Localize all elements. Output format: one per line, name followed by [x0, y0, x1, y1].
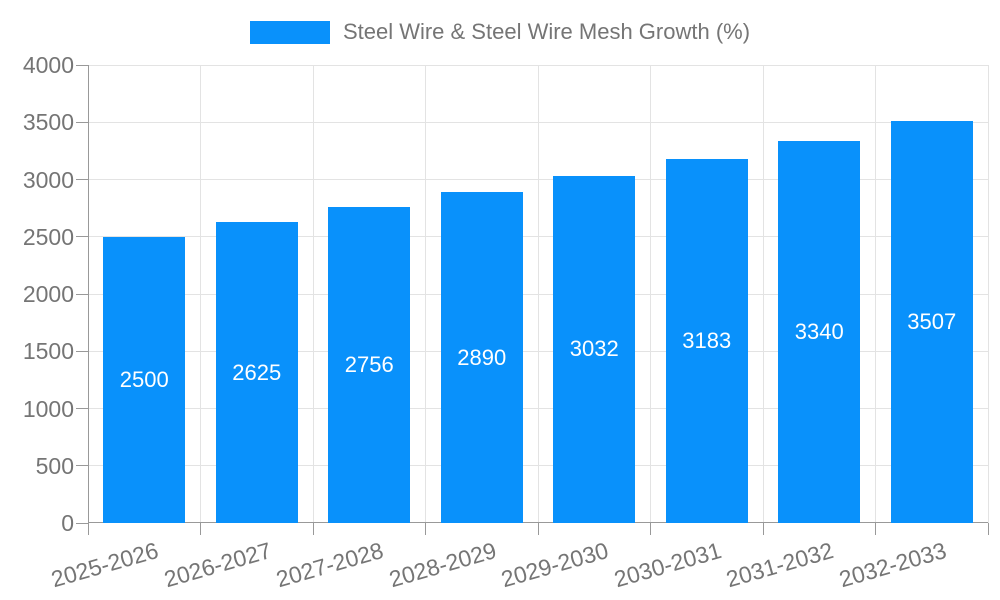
chart-legend: Steel Wire & Steel Wire Mesh Growth (%)	[0, 19, 1000, 45]
y-axis-tick	[76, 408, 88, 409]
gridline-vertical	[200, 65, 201, 523]
gridline-vertical	[650, 65, 651, 523]
y-axis-label: 500	[35, 452, 74, 479]
bar[interactable]: 3183	[665, 158, 748, 523]
x-axis-tick	[875, 523, 876, 535]
plot-area: 2500 2625 2756 2890 3032 3183 3340 3507	[88, 64, 989, 523]
y-axis-tick	[76, 236, 88, 238]
y-axis-tick	[76, 121, 88, 123]
bar-value-label: 3507	[907, 309, 957, 335]
legend-label: Steel Wire & Steel Wire Mesh Growth (%)	[342, 19, 751, 44]
legend-item[interactable]: Steel Wire & Steel Wire Mesh Growth (%)	[249, 19, 751, 45]
y-axis-label: 1500	[22, 338, 74, 365]
x-axis-tick	[87, 523, 89, 535]
bar[interactable]: 3340	[778, 140, 861, 523]
y-axis-tick	[76, 350, 88, 352]
gridline-vertical	[762, 65, 764, 523]
gridline-vertical	[987, 65, 989, 523]
x-axis-line	[88, 522, 988, 523]
y-axis-tick	[76, 522, 88, 524]
y-axis-label: 0	[61, 510, 74, 536]
x-axis-label: 2031-2032	[723, 537, 837, 593]
y-axis-label: 2500	[22, 223, 74, 250]
bar[interactable]: 2500	[103, 236, 186, 523]
bar-value-label: 3032	[569, 336, 619, 362]
x-axis-tick	[200, 523, 201, 535]
gridline-vertical	[875, 65, 876, 523]
y-axis-tick	[76, 179, 88, 180]
x-axis-tick	[425, 523, 426, 535]
y-axis-line	[88, 65, 89, 523]
gridline-vertical	[312, 65, 314, 523]
bar[interactable]: 3032	[553, 175, 636, 523]
bar[interactable]: 2890	[440, 192, 523, 523]
x-axis-label: 2026-2027	[161, 537, 274, 593]
x-axis-label: 2030-2031	[611, 537, 724, 593]
y-axis-label: 2000	[22, 281, 74, 307]
y-axis-tick	[76, 465, 88, 467]
y-axis-tick	[76, 64, 88, 66]
gridline-vertical	[537, 65, 539, 523]
y-axis-label: 3500	[22, 109, 74, 136]
x-axis-label: 2029-2030	[498, 537, 612, 593]
gridline-vertical	[425, 65, 426, 523]
x-axis-label: 2025-2026	[48, 537, 162, 593]
x-axis-label: 2028-2029	[386, 537, 499, 593]
y-axis-label: 1000	[22, 395, 74, 422]
y-axis-label: 3000	[22, 166, 74, 193]
bar-value-label: 3340	[794, 318, 844, 344]
x-axis-tick	[987, 523, 989, 535]
x-axis-label: 2032-2033	[836, 537, 949, 593]
bar[interactable]: 3507	[890, 121, 973, 523]
x-axis-tick	[312, 523, 314, 535]
x-axis-tick	[650, 523, 651, 535]
bar-value-label: 2890	[457, 344, 507, 370]
y-axis-tick	[76, 293, 88, 295]
bar-value-label: 2500	[119, 366, 169, 392]
x-axis-tick	[762, 523, 764, 535]
bar-value-label: 2756	[344, 352, 394, 378]
bar[interactable]: 2625	[215, 222, 298, 523]
bar-value-label: 2625	[232, 359, 282, 385]
x-axis-tick	[537, 523, 539, 535]
y-axis-label: 4000	[22, 52, 74, 78]
bar[interactable]: 2756	[328, 207, 411, 523]
legend-swatch-icon	[249, 20, 330, 44]
x-axis-label: 2027-2028	[273, 537, 387, 593]
bar-value-label: 3183	[682, 327, 732, 353]
